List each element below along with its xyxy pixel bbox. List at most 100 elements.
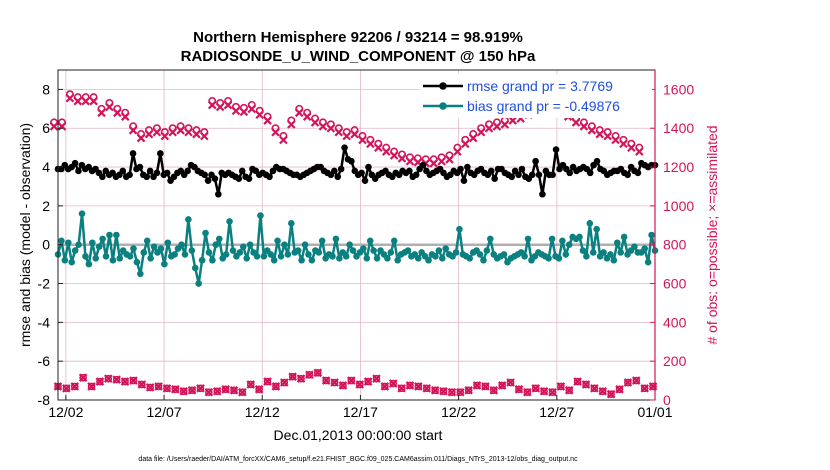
bias-marker — [456, 225, 463, 233]
assimilated-obs-marker — [302, 112, 312, 121]
bias-marker — [236, 249, 244, 256]
possible-obs-marker — [406, 381, 414, 390]
y-tick-label: 4 — [42, 159, 50, 175]
rmse-marker — [532, 157, 539, 165]
bias-marker — [58, 237, 65, 245]
assimilated-obs-marker — [627, 143, 636, 153]
assimilated-obs-marker — [184, 127, 193, 137]
possible-obs-marker — [314, 369, 322, 377]
assimilated-obs-marker — [255, 110, 264, 120]
assimilated-obs-marker — [437, 157, 446, 166]
right-tick-label: 1200 — [663, 159, 694, 175]
assimilated-obs-marker — [380, 382, 390, 391]
assimilated-obs-marker — [606, 389, 616, 399]
assimilated-obs-marker — [179, 386, 188, 396]
rmse-marker — [348, 157, 355, 165]
possible-obs-marker — [481, 382, 490, 391]
y-tick-label: 8 — [42, 81, 50, 97]
assimilated-obs-marker — [128, 126, 138, 135]
bias-marker — [487, 235, 494, 243]
rmse-marker — [331, 167, 338, 175]
possible-obs-marker — [146, 383, 154, 392]
assimilated-obs-marker — [366, 139, 375, 149]
possible-obs-marker — [515, 385, 523, 394]
assimilated-obs-marker — [288, 372, 297, 381]
rmse-marker — [624, 171, 632, 179]
possible-obs-marker — [464, 386, 473, 395]
bias-marker — [555, 254, 563, 262]
assimilated-obs-marker — [62, 384, 71, 393]
legend-rmse-marker — [439, 82, 447, 90]
bias-marker — [414, 254, 422, 262]
possible-obs-marker — [263, 377, 272, 386]
x-tick-label: 12/07 — [147, 404, 182, 420]
rmse-marker — [204, 177, 212, 184]
bias-marker — [644, 258, 652, 266]
assimilated-obs-marker — [57, 122, 67, 131]
possible-obs-marker — [104, 374, 113, 383]
possible-obs-marker — [79, 373, 87, 382]
rmse-marker — [126, 171, 133, 179]
bias-marker — [631, 243, 638, 250]
assimilated-obs-marker — [271, 127, 280, 137]
bias-marker — [294, 247, 302, 254]
assimilated-obs-marker — [87, 382, 96, 391]
assimilated-obs-marker — [484, 124, 494, 133]
rmse-marker — [634, 169, 642, 177]
bias-marker — [576, 233, 583, 241]
possible-obs-marker — [381, 382, 389, 391]
rmse-marker — [245, 175, 253, 183]
rmse-marker — [515, 171, 522, 179]
possible-obs-marker — [531, 384, 540, 393]
assimilated-obs-marker — [239, 107, 249, 117]
rmse-marker — [528, 171, 536, 179]
assimilated-obs-marker — [429, 159, 438, 168]
assimilated-obs-marker — [49, 122, 59, 131]
bias-marker — [126, 253, 134, 260]
assimilated-obs-marker — [171, 385, 180, 394]
rmse-marker — [460, 177, 468, 184]
right-tick-label: 1400 — [663, 120, 694, 136]
bias-marker — [548, 235, 556, 243]
possible-obs-marker — [112, 375, 121, 384]
assimilated-obs-marker — [321, 376, 331, 385]
assimilated-obs-marker — [355, 380, 364, 389]
bias-marker — [82, 253, 89, 260]
bias-marker — [318, 237, 326, 245]
legend-rmse-label: rmse grand pr = 3.7769 — [467, 78, 613, 94]
rmse-marker — [593, 157, 601, 165]
possible-obs-marker — [205, 388, 213, 397]
possible-obs-marker — [448, 388, 456, 397]
bias-marker — [75, 241, 82, 249]
rmse-marker — [358, 169, 365, 177]
bias-marker — [366, 237, 374, 245]
possible-obs-marker — [397, 384, 406, 393]
possible-obs-marker — [431, 386, 439, 395]
bias-marker — [613, 239, 621, 247]
assimilated-obs-marker — [313, 368, 323, 378]
bias-marker — [205, 249, 213, 256]
possible-obs-marker — [456, 388, 465, 397]
assimilated-obs-marker — [389, 151, 399, 160]
possible-obs-marker — [649, 382, 657, 391]
possible-obs-marker — [632, 376, 641, 385]
assimilated-obs-marker — [476, 127, 486, 137]
bias-marker — [133, 258, 141, 266]
assimilated-obs-marker — [246, 380, 256, 389]
assimilated-obs-marker — [342, 131, 351, 141]
assimilated-obs-marker — [212, 386, 222, 396]
bias-marker — [641, 245, 649, 252]
bias-marker — [215, 235, 223, 243]
assimilated-obs-marker — [397, 384, 406, 393]
assimilated-obs-marker — [615, 385, 624, 394]
bias-marker — [243, 254, 251, 262]
assimilated-obs-marker — [611, 135, 620, 145]
assimilated-obs-marker — [223, 100, 233, 110]
assimilated-obs-marker — [472, 381, 482, 390]
possible-obs-marker — [364, 377, 372, 386]
bias-marker — [92, 254, 100, 262]
assimilated-obs-marker — [587, 126, 597, 135]
assimilated-obs-marker — [595, 129, 605, 139]
possible-obs-marker — [473, 381, 481, 390]
bias-marker — [583, 253, 590, 260]
